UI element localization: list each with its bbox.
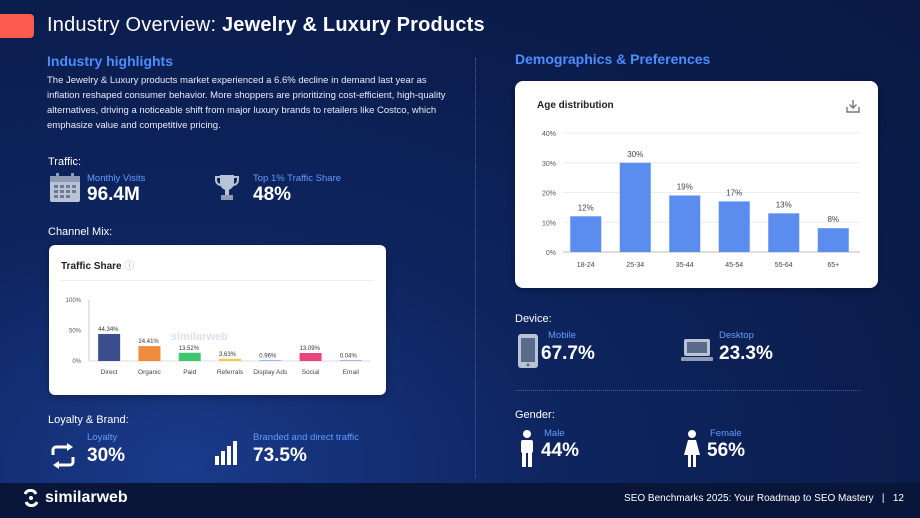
branded-traffic-label: Branded and direct traffic — [253, 432, 359, 443]
y-tick-label: 40% — [542, 131, 556, 138]
x-tick-label: 35-44 — [676, 262, 694, 269]
traffic-share-card: Traffic Share ⓘ 0% 50% 100% similarweb 44.34… — [49, 245, 386, 395]
male-stat-label: Male — [544, 428, 565, 439]
bar-value-label: 0.04% — [340, 353, 358, 359]
x-tick-label: Organic — [138, 369, 162, 376]
monthly-visits-value: 96.4M — [87, 184, 140, 205]
bar-value-label: 17% — [726, 188, 742, 197]
section-divider — [515, 390, 860, 391]
bar-value-label: 13% — [776, 200, 792, 209]
watermark: similarweb — [171, 331, 228, 343]
age-distribution-chart: 0% 10% 20% 30% 40% 12% 18-24 30% 25-34 19% 35-44 17… — [542, 131, 860, 269]
x-tick-label: Direct — [101, 369, 118, 376]
accent-bar — [0, 14, 34, 38]
bar-social — [299, 353, 322, 361]
bar-value-label: 3.63% — [219, 352, 237, 358]
male-icon — [521, 430, 533, 467]
footer-text: SEO Benchmarks 2025: Your Roadmap to SEO… — [624, 493, 904, 504]
channel-mix-label: Channel Mix: — [48, 226, 113, 238]
male-stat-value: 44% — [541, 440, 580, 461]
similarweb-logo: similarweb — [22, 489, 128, 507]
traffic-share-title: Traffic Share ⓘ — [61, 261, 135, 272]
bar-value-label: 13.09% — [300, 346, 321, 352]
bar-age-65+ — [817, 228, 849, 252]
loop-arrows-icon — [51, 443, 75, 469]
traffic-label: Traffic: — [48, 156, 82, 168]
highlights-heading: Industry highlights — [47, 53, 173, 69]
x-tick-label: 45-54 — [725, 262, 743, 269]
traffic-share-label: Top 1% Traffic Share — [253, 173, 342, 184]
y-tick-label: 0% — [72, 359, 81, 365]
desktop-stat-label: Desktop — [719, 330, 754, 341]
y-tick-label: 0% — [546, 250, 556, 257]
bar-value-label: 19% — [677, 182, 693, 191]
y-tick-label: 10% — [542, 220, 556, 227]
bar-value-label: 0.96% — [259, 353, 277, 359]
x-tick-label: Paid — [183, 369, 196, 376]
mobile-phone-icon — [518, 334, 538, 368]
age-distribution-card: Age distribution 0% 10% 20% 30% 40% 12% 18-24 3… — [515, 81, 878, 288]
bar-referrals — [219, 358, 241, 361]
similarweb-logo-icon — [23, 489, 39, 507]
female-stat-label: Female — [710, 428, 742, 439]
mobile-stat-label: Mobile — [548, 330, 576, 341]
x-tick-label: Display Ads — [253, 369, 288, 376]
calendar-icon — [50, 173, 80, 202]
download-icon[interactable] — [846, 99, 860, 113]
column-divider — [475, 58, 476, 478]
bar-value-label: 12% — [578, 203, 594, 212]
bar-value-label: 13.52% — [179, 346, 200, 352]
mobile-stat-value: 67.7% — [541, 343, 595, 364]
x-tick-label: 65+ — [827, 262, 839, 269]
highlights-paragraph: The Jewelry & Luxury products market exp… — [47, 75, 446, 131]
bar-value-label: 44.34% — [98, 327, 119, 333]
loyalty-stat-value: 30% — [87, 445, 126, 466]
bar-age-55-64 — [768, 213, 800, 252]
demographics-heading: Demographics & Preferences — [515, 51, 711, 67]
loyalty-stat-label: Loyalty — [87, 432, 118, 443]
info-icon: ⓘ — [124, 261, 135, 272]
bar-paid — [178, 352, 201, 361]
bar-growth-icon — [215, 441, 237, 465]
x-tick-label: Social — [302, 369, 320, 376]
y-tick-label: 50% — [69, 329, 82, 335]
bar-age-35-44 — [669, 195, 701, 252]
traffic-share-value: 48% — [253, 184, 292, 205]
trophy-icon — [215, 175, 239, 200]
y-tick-label: 30% — [542, 161, 556, 168]
bar-value-label: 8% — [827, 215, 839, 224]
monthly-visits-label: Monthly Visits — [87, 173, 146, 184]
loyalty-brand-label: Loyalty & Brand: — [48, 414, 129, 426]
x-tick-label: 25-34 — [626, 262, 644, 269]
bar-age-25-34 — [619, 162, 651, 252]
y-tick-label: 100% — [66, 298, 82, 304]
gender-label: Gender: — [515, 409, 555, 421]
x-tick-label: 18-24 — [577, 262, 595, 269]
bar-email — [339, 360, 362, 361]
bar-display-ads — [259, 360, 282, 361]
bar-age-18-24 — [570, 216, 602, 252]
bar-direct — [98, 333, 121, 361]
age-distribution-title: Age distribution — [537, 100, 614, 111]
x-tick-label: Referrals — [217, 369, 244, 376]
x-tick-label: 55-64 — [775, 262, 793, 269]
female-icon — [684, 430, 700, 467]
desktop-stat-value: 23.3% — [719, 343, 773, 364]
bar-value-label: 30% — [627, 150, 643, 159]
bar-organic — [138, 346, 161, 361]
traffic-share-chart: 0% 50% 100% similarweb 44.34% Direct 24.41% Org… — [66, 298, 371, 376]
footer-bar — [0, 483, 920, 518]
bar-value-label: 24.41% — [138, 339, 159, 345]
y-tick-label: 20% — [542, 191, 556, 198]
laptop-icon — [681, 339, 713, 361]
branded-traffic-value: 73.5% — [253, 445, 307, 466]
x-tick-label: Email — [343, 369, 360, 376]
bar-age-45-54 — [718, 201, 750, 252]
device-label: Device: — [515, 313, 552, 325]
female-stat-value: 56% — [707, 440, 746, 461]
page-title: Industry Overview: Jewelry & Luxury Prod… — [47, 14, 485, 36]
